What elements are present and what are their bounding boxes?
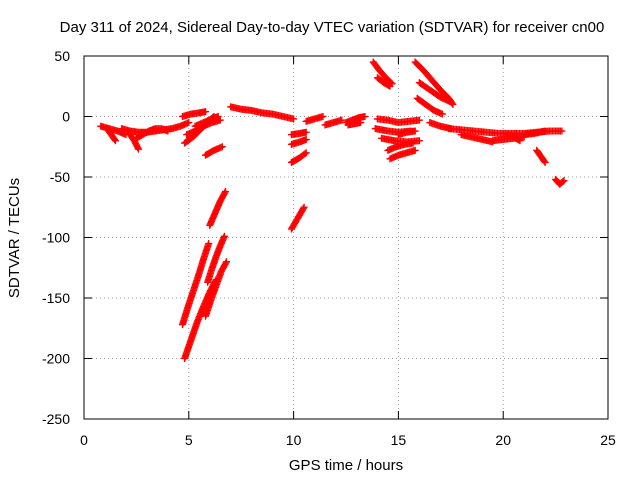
data-point-marker [185,119,193,127]
data-point-marker [415,137,423,145]
data-point-marker [222,259,230,267]
data-point-marker [302,128,310,136]
y-axis-title: SDTVAR / TECUs [6,178,23,298]
data-point-marker [438,110,446,118]
data-point-marker [516,137,524,145]
data-point-marker [447,98,455,106]
data-point-marker [357,119,365,127]
data-point-marker [202,108,210,116]
data-point-marker [300,203,308,211]
data-point-marker [411,146,419,154]
x-tick-label: 25 [600,432,616,448]
data-point-marker [111,137,119,145]
y-tick-label: 50 [54,48,70,64]
data-markers [97,58,568,362]
data-point-marker [223,258,231,266]
data-point-marker [541,127,549,135]
data-point-marker [338,116,346,124]
data-point-marker [319,113,327,120]
data-point-marker [386,82,394,90]
data-point-marker [205,240,213,248]
y-tick-label: -200 [42,351,70,367]
data-point-marker [515,136,523,144]
x-tick-label: 5 [185,432,193,448]
data-point-marker [541,158,549,166]
data-point-marker [111,135,119,143]
x-tick-label: 15 [391,432,407,448]
data-point-marker [411,127,419,135]
y-tick-label: 0 [62,109,70,125]
data-point-marker [540,157,548,165]
data-point-marker [220,232,228,240]
data-point-marker [221,188,229,196]
data-point-marker [134,145,142,153]
data-point-marker [409,139,417,147]
x-tick-label: 20 [495,432,511,448]
data-point-marker [216,116,224,124]
data-point-marker [214,113,222,120]
y-tick-label: -50 [50,169,70,185]
y-tick-label: -100 [42,230,70,246]
plot-frame [83,55,609,420]
data-point-marker [385,82,393,90]
x-axis-ticks: 0 5 10 15 20 25 [80,56,616,448]
data-point-marker [415,116,423,124]
data-point-marker [559,178,567,186]
data-point-marker [302,135,310,143]
grid-lines [84,56,608,419]
y-axis-ticks: -250 -200 -150 -100 -50 0 50 [42,48,608,427]
x-tick-label: 0 [80,432,88,448]
y-tick-label: -250 [42,411,70,427]
chart-title: Day 311 of 2024, Sidereal Day-to-day VTE… [60,19,605,36]
data-point-marker [218,143,226,151]
data-point-marker [290,115,298,123]
data-point-marker [560,177,568,185]
data-point-marker [558,127,566,135]
x-tick-label: 10 [286,432,302,448]
data-point-marker [299,205,307,213]
data-point-marker [164,127,172,135]
y-tick-label: -150 [42,290,70,306]
data-point-marker [302,149,310,157]
data-point-marker [221,189,229,197]
x-axis-title: GPS time / hours [289,457,403,474]
data-point-marker [301,150,309,158]
data-point-marker [361,113,369,120]
